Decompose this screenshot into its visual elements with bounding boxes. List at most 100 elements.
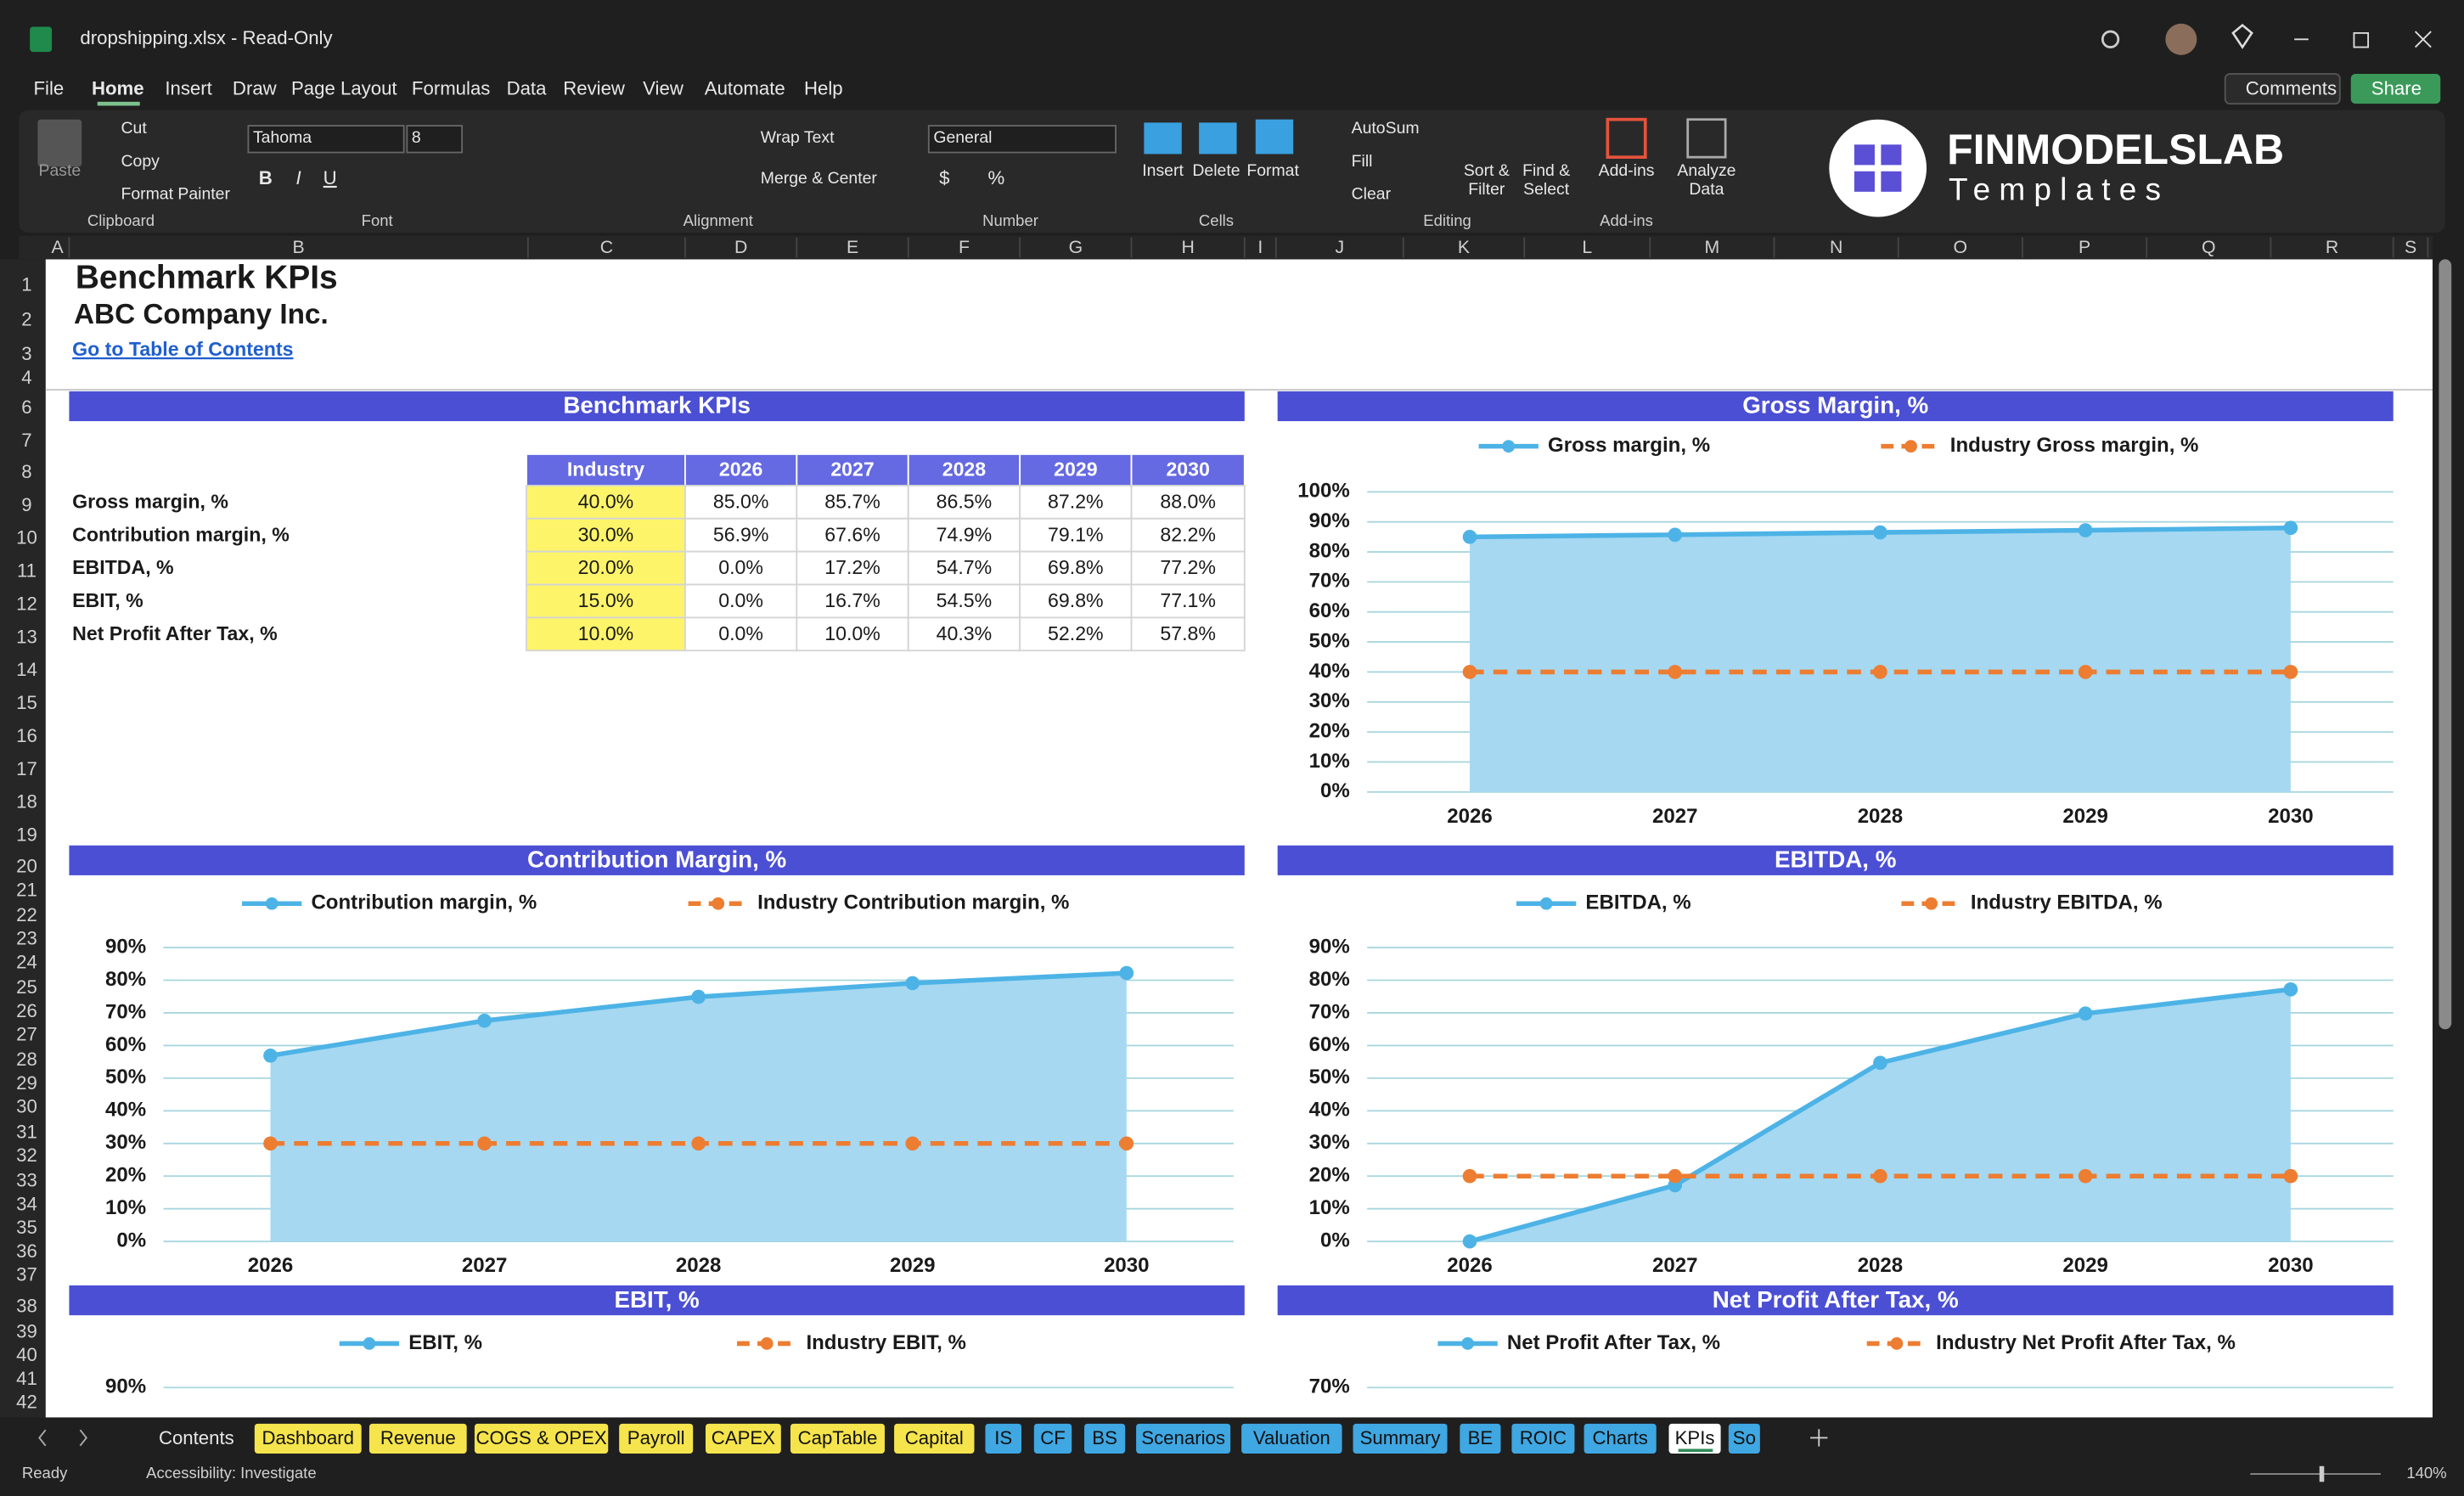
- column-header[interactable]: F: [959, 237, 970, 257]
- column-header[interactable]: M: [1705, 237, 1720, 257]
- font-box[interactable]: [247, 125, 405, 154]
- zoom-thumb[interactable]: [2319, 1465, 2325, 1482]
- sheet-tab[interactable]: [254, 1423, 362, 1454]
- ribbon-item[interactable]: Cut: [121, 119, 148, 138]
- format-glyph[interactable]: $: [939, 167, 949, 188]
- legend-label[interactable]: Net Profit After Tax, %: [1507, 1331, 1720, 1354]
- format-glyph[interactable]: B: [259, 167, 273, 188]
- column-header[interactable]: E: [847, 237, 858, 257]
- format-glyph[interactable]: %: [988, 167, 1005, 188]
- row-header[interactable]: 36: [16, 1240, 37, 1262]
- button-label[interactable]: Comments: [2246, 77, 2337, 98]
- restore-button[interactable]: [2353, 31, 2370, 48]
- status-accessibility[interactable]: Accessibility: Investigate: [146, 1464, 317, 1482]
- menu-tab[interactable]: Insert: [165, 77, 212, 98]
- menu-tab[interactable]: Data: [507, 77, 548, 98]
- column-header[interactable]: H: [1181, 237, 1194, 257]
- row-header[interactable]: 3: [21, 343, 31, 364]
- row-header[interactable]: 27: [16, 1024, 37, 1045]
- column-header[interactable]: B: [293, 237, 305, 257]
- row-header[interactable]: 15: [16, 692, 37, 713]
- ribbon-item[interactable]: Analyze: [1677, 161, 1735, 180]
- row-header[interactable]: 2: [21, 308, 31, 329]
- row-header[interactable]: 42: [16, 1392, 37, 1413]
- sheet-tab-label[interactable]: Revenue: [380, 1427, 456, 1448]
- ribbon-item[interactable]: Sort &: [1464, 161, 1510, 180]
- row-header[interactable]: 12: [16, 593, 37, 614]
- ribbon-item[interactable]: Filter: [1468, 180, 1505, 199]
- paste-icon[interactable]: [37, 119, 82, 167]
- column-header[interactable]: N: [1830, 237, 1842, 257]
- sheet-tab[interactable]: [894, 1423, 975, 1454]
- sheet-tab-label[interactable]: Summary: [1360, 1427, 1442, 1448]
- sheet-tab-label[interactable]: CAPEX: [712, 1427, 775, 1448]
- legend-label[interactable]: Industry EBITDA, %: [1971, 891, 2163, 914]
- legend-label[interactable]: Contribution margin, %: [311, 891, 537, 914]
- row-header[interactable]: 22: [16, 904, 37, 925]
- delete-icon[interactable]: [1199, 122, 1237, 155]
- format-glyph[interactable]: U: [323, 167, 337, 188]
- row-header[interactable]: 7: [21, 430, 31, 451]
- menu-tab[interactable]: Formulas: [412, 77, 490, 98]
- sheet-tab[interactable]: [1136, 1423, 1231, 1454]
- column-header[interactable]: A: [51, 237, 64, 257]
- format-icon[interactable]: [1255, 119, 1294, 155]
- legend-label[interactable]: Gross margin, %: [1548, 434, 1710, 457]
- row-header[interactable]: 8: [21, 461, 31, 482]
- sheet-tab[interactable]: [474, 1423, 609, 1454]
- share-button[interactable]: [2350, 74, 2441, 104]
- row-header[interactable]: 21: [16, 879, 37, 900]
- sheet-tab[interactable]: [1460, 1423, 1501, 1454]
- row-header[interactable]: 20: [16, 856, 37, 877]
- button-label[interactable]: Share: [2371, 77, 2422, 98]
- row-header[interactable]: 38: [16, 1296, 37, 1317]
- addins-icon[interactable]: [1606, 117, 1647, 159]
- row-header[interactable]: 32: [16, 1144, 37, 1166]
- column-header[interactable]: Q: [2202, 237, 2216, 257]
- column-header[interactable]: C: [600, 237, 613, 257]
- legend-label[interactable]: EBIT, %: [408, 1331, 482, 1354]
- row-header[interactable]: 31: [16, 1121, 37, 1142]
- ribbon-item[interactable]: Fill: [1352, 152, 1373, 171]
- sheet-tab[interactable]: [790, 1423, 885, 1454]
- row-header[interactable]: 25: [16, 976, 37, 998]
- column-header[interactable]: R: [2326, 237, 2338, 257]
- analyze-icon[interactable]: [1686, 118, 1727, 159]
- close-button[interactable]: [2414, 31, 2432, 48]
- row-header[interactable]: 11: [17, 560, 37, 582]
- sheet-tab[interactable]: [1241, 1423, 1342, 1454]
- ribbon-item[interactable]: Copy: [121, 152, 160, 171]
- column-header[interactable]: L: [1582, 237, 1592, 257]
- row-header[interactable]: 13: [16, 626, 37, 647]
- menu-tab[interactable]: File: [33, 77, 64, 98]
- sheet-tab[interactable]: [1353, 1423, 1448, 1454]
- row-header[interactable]: 41: [16, 1368, 37, 1389]
- menu-tab[interactable]: Help: [804, 77, 843, 98]
- insert-icon[interactable]: [1144, 122, 1182, 155]
- row-header[interactable]: 6: [21, 396, 31, 418]
- row-header[interactable]: 1: [21, 274, 31, 295]
- sheet-tab-label[interactable]: Scenarios: [1141, 1427, 1225, 1448]
- row-header[interactable]: 16: [16, 725, 37, 746]
- row-header[interactable]: 14: [16, 659, 37, 680]
- sheet-tab-label[interactable]: Valuation: [1253, 1427, 1330, 1448]
- sheet-tab[interactable]: [1728, 1423, 1760, 1454]
- sheet-tab-label[interactable]: BE: [1468, 1427, 1494, 1448]
- add-sheet[interactable]: [1810, 1429, 1828, 1447]
- sheet-tab-label[interactable]: COGS & OPEX: [476, 1427, 607, 1448]
- column-header[interactable]: K: [1458, 237, 1470, 257]
- sheet-tab[interactable]: [1084, 1423, 1126, 1454]
- format-glyph[interactable]: I: [296, 167, 301, 188]
- format-box[interactable]: [927, 125, 1117, 154]
- sheet-tab[interactable]: [368, 1423, 467, 1454]
- ribbon-item[interactable]: Merge & Center: [761, 169, 878, 188]
- status-zoom[interactable]: 140%: [2406, 1464, 2446, 1482]
- row-header[interactable]: 28: [16, 1049, 37, 1070]
- premium-icon[interactable]: [2231, 23, 2253, 49]
- legend-label[interactable]: EBITDA, %: [1585, 891, 1690, 914]
- ribbon-item[interactable]: Insert: [1142, 161, 1184, 180]
- sheet-tab[interactable]: [1668, 1423, 1721, 1454]
- menu-tab[interactable]: Review: [563, 77, 626, 98]
- ribbon-item[interactable]: Format: [1246, 161, 1299, 180]
- row-header[interactable]: 40: [16, 1344, 37, 1365]
